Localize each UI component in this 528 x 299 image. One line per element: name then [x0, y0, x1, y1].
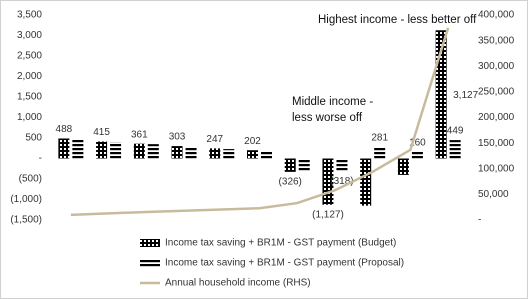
- bar: [298, 158, 310, 171]
- bar: [133, 143, 145, 159]
- bar: [374, 146, 386, 159]
- y-tick-label: 3,500: [17, 10, 42, 21]
- data-label: 281: [371, 133, 388, 144]
- y2-tick-label: 50,000: [478, 189, 509, 200]
- data-label: 449: [447, 126, 464, 137]
- y2-tick-label: 150,000: [478, 138, 515, 149]
- data-label: 488: [56, 124, 73, 135]
- bar: [223, 149, 235, 159]
- data-label: (1,127): [312, 209, 344, 220]
- line: [70, 27, 450, 217]
- y-tick-label: 3,000: [17, 30, 42, 41]
- data-label: 160: [409, 138, 426, 149]
- data-label: (318): [330, 176, 353, 187]
- bar: [171, 146, 183, 159]
- bar: [411, 151, 423, 159]
- legend-swatch: [140, 239, 160, 247]
- y-tick-label: 2,500: [17, 51, 42, 62]
- bar: [110, 142, 122, 159]
- bar: [96, 141, 108, 159]
- legend-label: Income tax saving + BR1M - GST payment (…: [165, 258, 404, 269]
- data-label: 3,127: [453, 90, 478, 101]
- bar: [209, 148, 221, 159]
- data-label: 361: [131, 129, 148, 140]
- bar: [58, 138, 70, 159]
- y-tick-label: -: [39, 153, 42, 164]
- annotation: Middle income -: [292, 96, 373, 108]
- bar: [261, 151, 272, 159]
- data-label: (326): [279, 177, 302, 188]
- bar: [360, 158, 372, 206]
- y2-tick-label: -: [478, 215, 481, 226]
- y-tick-label: 500: [25, 133, 42, 144]
- y2-tick-label: 100,000: [478, 163, 515, 174]
- y-tick-label: 1,000: [17, 112, 42, 123]
- y-tick-label: (1,000): [10, 194, 42, 205]
- legend-swatch: [140, 259, 160, 267]
- data-label: 303: [169, 132, 186, 143]
- y2-tick-label: 350,000: [478, 35, 515, 46]
- y-tick-label: (500): [19, 174, 42, 185]
- bar: [435, 30, 447, 159]
- data-label: 202: [244, 136, 261, 147]
- bar: [397, 158, 409, 175]
- y-tick-label: 2,000: [17, 71, 42, 82]
- bar: [185, 146, 197, 159]
- data-label: 415: [93, 127, 110, 138]
- bar: [449, 140, 461, 159]
- y2-tick-label: 300,000: [478, 61, 515, 72]
- annotation: less worse off: [292, 112, 363, 124]
- bar: [247, 150, 258, 159]
- data-label: 247: [206, 134, 223, 145]
- y2-tick-label: 400,000: [478, 10, 515, 21]
- annotation: Highest income - less better off: [318, 14, 477, 26]
- bar: [284, 158, 296, 172]
- bar: [147, 144, 159, 159]
- y-tick-label: 1,500: [17, 92, 42, 103]
- bar: [72, 139, 84, 159]
- y-tick-label: (1,500): [10, 215, 42, 226]
- bar: [336, 158, 348, 172]
- legend-label: Annual household income (RHS): [165, 278, 311, 289]
- y2-tick-label: 250,000: [478, 87, 515, 98]
- legend-label: Income tax saving + BR1M - GST payment (…: [165, 238, 396, 249]
- y2-tick-label: 200,000: [478, 112, 515, 123]
- bar: [322, 158, 334, 205]
